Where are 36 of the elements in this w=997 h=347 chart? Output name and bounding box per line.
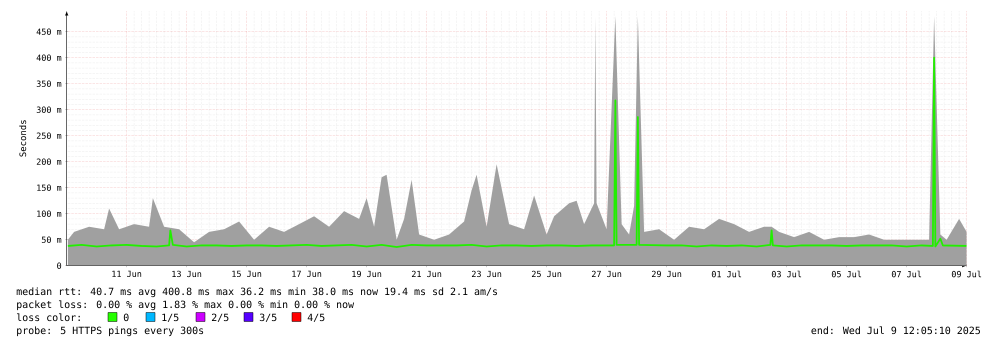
x-tick-label: 17 Jun <box>292 270 322 278</box>
x-tick-label: 25 Jun <box>532 270 562 278</box>
text: 3/5 <box>260 314 276 322</box>
x-tick-label: 27 Jun <box>592 270 622 278</box>
text: end: Wed Jul 9 12:05:10 2025 <box>811 326 980 334</box>
text: median rtt: 40.7 ms avg 400.8 ms max 36.2 ms min 38.0 ms now 19.4 ms sd 2.1 am/s <box>16 287 498 298</box>
x-tick-label: 29 Jun <box>652 270 682 278</box>
x-tick-label: 23 Jun <box>472 270 502 278</box>
y-tick-label: 300 m <box>36 106 62 113</box>
y-tick-label: 0 <box>57 262 62 269</box>
text: loss color: <box>16 313 80 322</box>
x-tick-label: 21 Jun <box>412 270 442 278</box>
x-tick-label: 01 Jul <box>712 270 742 278</box>
x-tick-label: 15 Jun <box>232 270 262 278</box>
x-tick-label: 11 Jun <box>112 270 142 278</box>
x-tick-label: 07 Jul <box>892 270 922 278</box>
x-tick-label: 05 Jul <box>832 270 862 278</box>
text: 2/5 <box>212 314 228 322</box>
y-tick-label: 250 m <box>36 132 62 139</box>
text: 0 <box>124 314 129 322</box>
text: 4/5 <box>308 314 324 322</box>
y-axis-title: Seconds <box>19 120 26 157</box>
text: 1/5 <box>162 314 178 322</box>
y-tick-label: 200 m <box>36 158 62 165</box>
y-tick-label: 450 m <box>36 28 62 35</box>
x-tick-label: 19 Jun <box>352 270 382 278</box>
x-tick-label: 03 Jul <box>772 270 802 278</box>
y-tick-label: 150 m <box>37 184 62 191</box>
x-tick-label: 09 Jul <box>952 270 982 278</box>
text: packet loss: 0.00 % avg 1.83 % max 0.00 % min 0.00 % now <box>17 300 354 310</box>
x-tick-label: 13 Jun <box>172 270 202 278</box>
y-tick-label: 100 m <box>37 210 62 217</box>
y-tick-label: 400 m <box>36 54 62 61</box>
y-tick-label: 350 m <box>36 80 62 87</box>
text: probe: 5 HTTPS pings every 300s <box>17 326 204 336</box>
y-tick-label: 50 m <box>42 236 62 243</box>
